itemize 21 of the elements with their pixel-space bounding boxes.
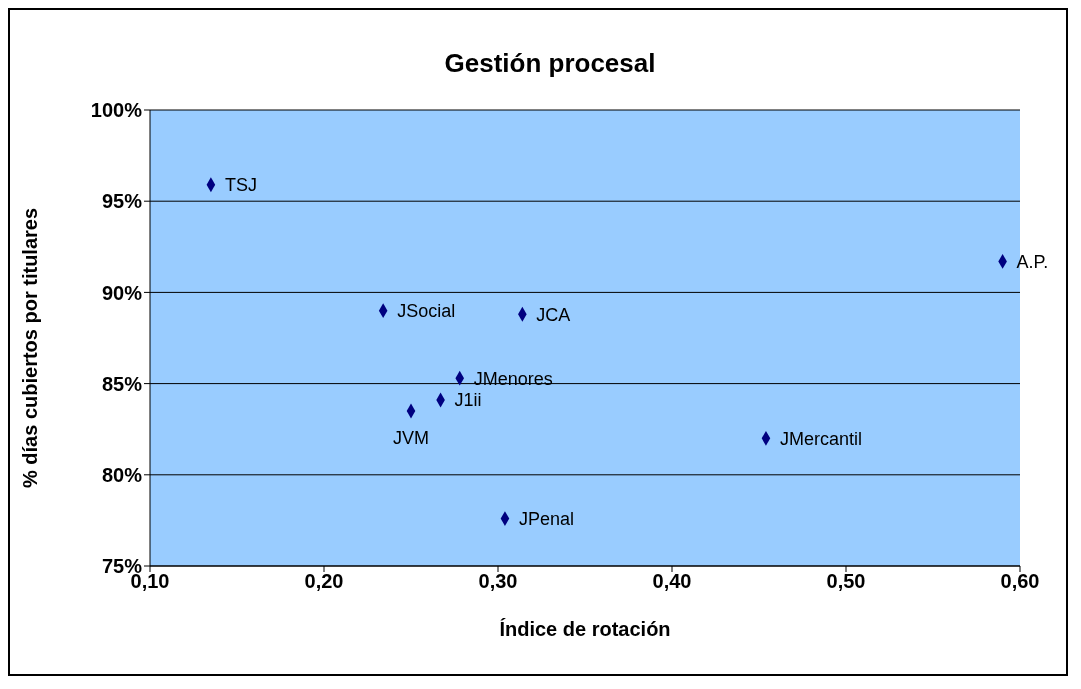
y-tick-label: 90%: [101, 281, 143, 304]
annotation: J1ii: [454, 390, 482, 411]
y-tick-label: 80%: [101, 463, 143, 486]
annotation: A.P.: [1016, 251, 1049, 272]
annotation: JMercantil: [779, 428, 862, 449]
y-axis-title: % días cubiertos por titulares: [19, 207, 42, 488]
annotation: JPenal: [518, 508, 575, 529]
y-tick-label: 95%: [101, 190, 143, 213]
annotation: JVM: [393, 427, 429, 448]
x-tick-label: 0,40: [652, 570, 692, 593]
x-axis-title: Índice de rotación: [499, 618, 671, 640]
annotation: TSJ: [224, 175, 257, 196]
annotation: JCA: [536, 304, 571, 325]
y-tick-label: 85%: [101, 372, 143, 395]
y-tick-label: 100%: [90, 99, 143, 122]
x-tick-label: 0,60: [1000, 570, 1040, 593]
x-tick-label: 0,30: [478, 570, 518, 593]
chart-title: Gestión procesal: [443, 48, 657, 79]
x-tick-label: 0,20: [304, 570, 344, 593]
x-tick-label: 0,50: [826, 570, 866, 593]
annotation: JSocial: [397, 301, 456, 322]
